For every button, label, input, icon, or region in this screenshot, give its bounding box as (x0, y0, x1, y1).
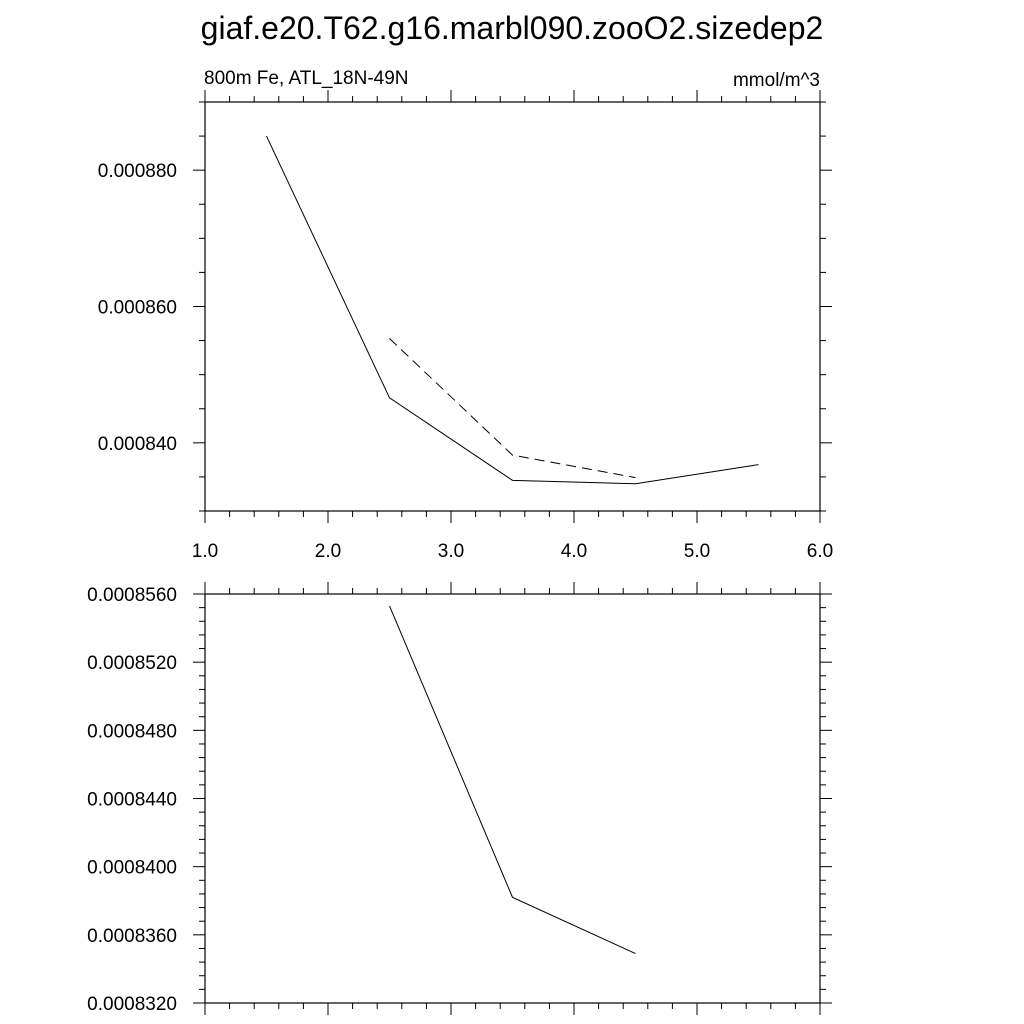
panel-1-y-tick-label: 0.000860 (98, 298, 177, 319)
panel-1-x-tick-label: 5.0 (684, 541, 710, 562)
panel-1-units-label: mmol/m^3 (733, 70, 820, 91)
panel-1-left-label: 800m Fe, ATL_18N-49N (204, 68, 409, 89)
panel-1-x-tick-label: 2.0 (315, 541, 341, 562)
chart-title: giaf.e20.T62.g16.marbl090.zooO2.sizedep2 (201, 10, 824, 46)
panel-1-x-tick-label: 6.0 (807, 541, 833, 562)
panel-2-plot-frame (204, 593, 821, 1004)
panel-2-y-tick-label: 0.0008360 (87, 926, 177, 947)
panel-2-y-tick-label: 0.0008400 (87, 858, 177, 879)
panel-2-y-tick-label: 0.0008520 (87, 653, 177, 674)
panel-1-y-tick-label: 0.000840 (98, 434, 177, 455)
panel-1-x-tick-label: 1.0 (192, 541, 218, 562)
panel-2-y-tick-label: 0.0008320 (87, 994, 177, 1015)
panel-1-series-line-solid (266, 135, 759, 485)
panel-2-y-tick-label: 0.0008560 (87, 585, 177, 606)
panel-2-y-tick-label: 0.0008480 (87, 721, 177, 742)
panel-1-x-tick-label: 4.0 (561, 541, 587, 562)
panel-1-y-tick-label: 0.000880 (98, 161, 177, 182)
panel-1-plot-frame (204, 101, 821, 512)
panel-1-series-line-dashed (389, 338, 636, 479)
panel-2-y-tick-label: 0.0008440 (87, 790, 177, 811)
top-panel: 1.0 2.0 3.0 4.0 5.0 6.0 0.000840 0.000860 0.0008… (98, 90, 833, 562)
panel-2-series-line-solid (389, 605, 636, 955)
bottom-panel: 0.0008320 0.0008360 0.0008400 0.0008440 0.00… (87, 582, 832, 1015)
panel-1-x-tick-label: 3.0 (438, 541, 464, 562)
